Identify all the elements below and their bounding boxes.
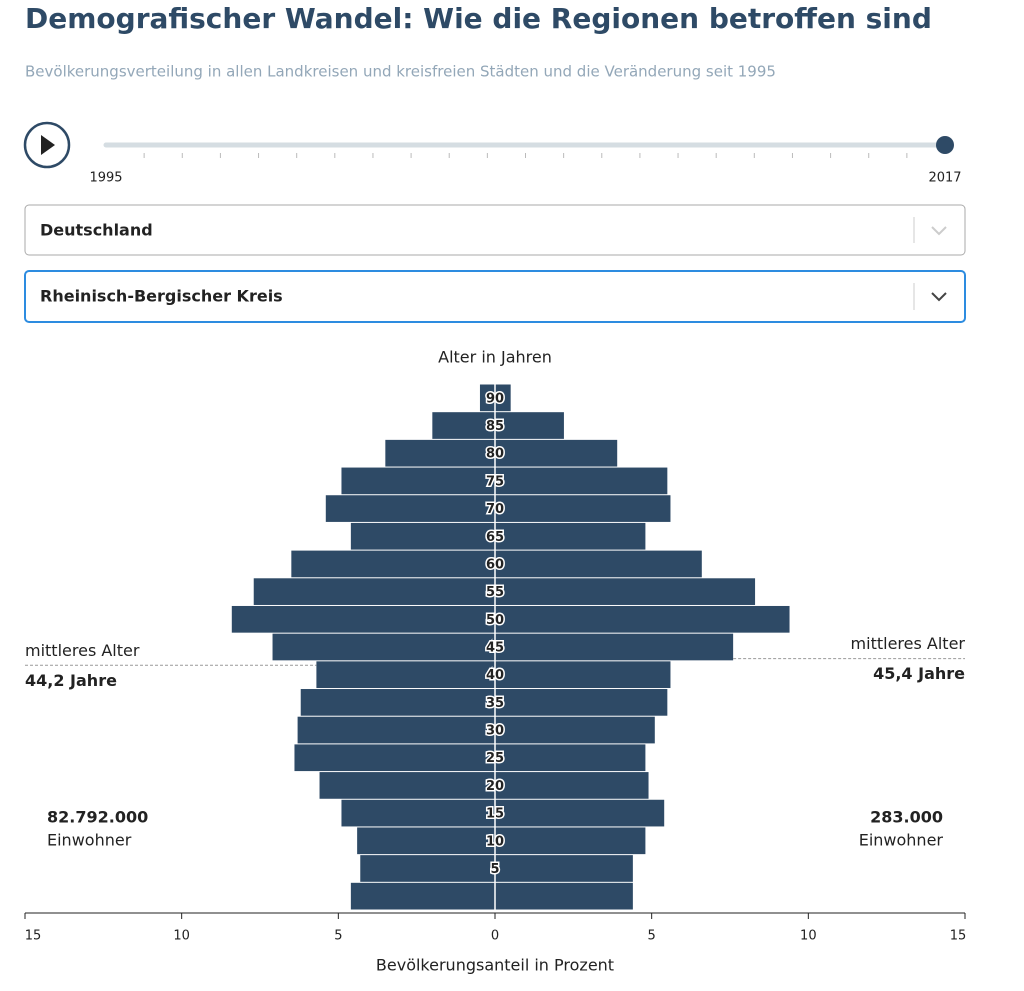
slider-knob[interactable] — [936, 136, 954, 154]
x-tick-label: 15 — [950, 929, 967, 944]
median-caption: mittleres Alter — [25, 641, 140, 660]
age-label: 90 — [486, 391, 504, 406]
dropdown[interactable]: Rheinisch-Bergischer Kreis — [24, 270, 966, 323]
bar — [231, 605, 496, 633]
bar — [495, 550, 702, 578]
bar — [495, 439, 618, 467]
play-icon[interactable] — [41, 135, 55, 155]
age-label: 5 — [490, 862, 499, 877]
bar — [495, 578, 756, 605]
bar — [495, 412, 564, 439]
age-label: 45 — [486, 641, 504, 656]
bar — [341, 799, 495, 827]
bar — [495, 661, 671, 689]
population-unit: Einwohner — [47, 831, 132, 850]
bar — [495, 827, 646, 855]
age-label: 55 — [486, 585, 504, 600]
bar — [350, 522, 495, 550]
age-label: 20 — [486, 779, 504, 794]
x-tick-label: 10 — [800, 929, 817, 944]
dropdown-value[interactable]: Rheinisch-Bergischer Kreis — [40, 287, 283, 306]
bar — [325, 495, 495, 522]
age-label: 25 — [486, 751, 504, 766]
bar — [357, 827, 495, 855]
x-tick-label: 10 — [173, 929, 190, 944]
bar — [319, 772, 495, 799]
x-tick-label: 0 — [491, 929, 499, 944]
bar — [495, 744, 646, 772]
dropdown[interactable]: Deutschland — [24, 204, 966, 256]
bar — [495, 772, 649, 799]
age-label: 10 — [486, 834, 504, 849]
age-label: 35 — [486, 696, 504, 711]
bar — [495, 633, 734, 661]
bar — [294, 744, 495, 772]
age-label: 30 — [486, 724, 504, 739]
x-tick-label: 5 — [648, 929, 656, 944]
population-value: 283.000 — [870, 808, 943, 827]
bar — [495, 855, 633, 882]
median-value: 44,2 Jahre — [25, 671, 117, 690]
bar — [495, 716, 655, 744]
y-axis-title: Alter in Jahren — [438, 348, 552, 367]
dropdown-value[interactable]: Deutschland — [40, 221, 153, 240]
title: Demografischer Wandel: Wie die Regionen … — [25, 2, 932, 35]
bar — [385, 439, 495, 467]
dropdown-box[interactable] — [24, 270, 966, 323]
age-label: 65 — [486, 530, 504, 545]
bar — [291, 550, 495, 578]
age-label: 85 — [486, 419, 504, 434]
median-value: 45,4 Jahre — [873, 664, 965, 683]
bar — [495, 882, 633, 910]
bar — [495, 799, 665, 827]
age-label: 75 — [486, 474, 504, 489]
bar — [495, 605, 790, 633]
age-label: 60 — [486, 557, 504, 572]
x-tick-label: 15 — [25, 929, 42, 944]
bar — [253, 578, 495, 605]
bar — [495, 495, 671, 522]
bar — [479, 384, 495, 412]
bar — [432, 412, 495, 439]
dropdown-chevron[interactable] — [931, 226, 947, 236]
age-label: 50 — [486, 613, 504, 628]
age-label: 80 — [486, 447, 504, 462]
age-label: 15 — [486, 807, 504, 822]
bar — [300, 689, 495, 716]
slider-label: 1995 — [89, 171, 122, 186]
bar — [272, 633, 495, 661]
x-tick-label: 5 — [334, 929, 342, 944]
bar — [495, 467, 668, 495]
bar — [297, 716, 495, 744]
age-label: 40 — [486, 668, 504, 683]
bar — [495, 522, 646, 550]
population-value: 82.792.000 — [47, 808, 148, 827]
population-unit: Einwohner — [859, 831, 944, 850]
bar — [495, 384, 511, 412]
age-label: 70 — [486, 502, 504, 517]
bar — [341, 467, 495, 495]
x-axis-title: Bevölkerungsanteil in Prozent — [376, 956, 614, 975]
dropdown-box[interactable] — [24, 204, 966, 256]
slider-label: 2017 — [928, 171, 961, 186]
bar — [316, 661, 495, 689]
median-caption: mittleres Alter — [851, 634, 966, 653]
play-button[interactable] — [23, 121, 71, 169]
bar — [360, 855, 495, 882]
dropdown-chevron[interactable] — [931, 292, 947, 302]
subtitle: Bevölkerungsverteilung in allen Landkrei… — [25, 63, 776, 81]
bar — [350, 882, 495, 910]
bar — [495, 689, 668, 716]
